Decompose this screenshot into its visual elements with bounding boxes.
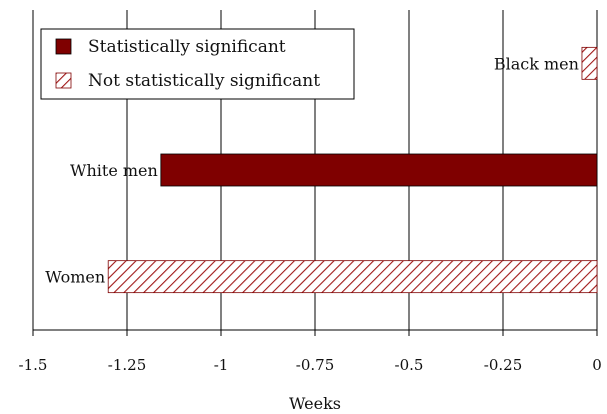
- bar-women: [107, 260, 598, 294]
- bars: [107, 46, 598, 294]
- legend: Statistically significant Not statistica…: [40, 28, 355, 100]
- x-tick-label-1: -1.25: [108, 356, 146, 374]
- x-axis-title: Weeks: [289, 394, 341, 413]
- legend-swatch-not-significant: [55, 72, 72, 89]
- x-tick-label-3: -0.75: [296, 356, 334, 374]
- category-label-black-men: Black men: [494, 54, 579, 73]
- x-tick-label-2: -1: [214, 356, 229, 374]
- legend-label-significant: Statistically significant: [88, 37, 286, 57]
- x-tick-label-0: -1.5: [19, 356, 48, 374]
- category-labels: Black men White men Women: [45, 54, 579, 286]
- x-tick-label-4: -0.5: [395, 356, 424, 374]
- x-tick-label-5: -0.25: [484, 356, 522, 374]
- bar-white-men: [160, 153, 598, 187]
- legend-swatch-significant: [55, 38, 72, 55]
- legend-label-not-significant: Not statistically significant: [88, 71, 320, 91]
- bar-black-men: [581, 46, 598, 80]
- category-label-white-men: White men: [70, 161, 158, 180]
- legend-box: [40, 28, 355, 100]
- category-label-women: Women: [45, 268, 105, 287]
- x-axis: -1.5 -1.25 -1 -0.75 -0.5 -0.25 0: [19, 329, 602, 374]
- x-tick-label-6: 0: [592, 356, 602, 374]
